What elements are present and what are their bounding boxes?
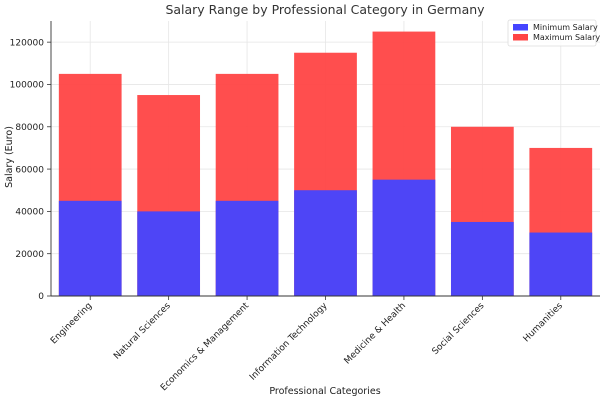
y-tick-label: 100000 [10, 81, 45, 91]
x-tick-label: Social Sciences [431, 301, 487, 357]
y-tick-label: 60000 [15, 165, 44, 175]
x-tick-label: Humanities [522, 301, 566, 345]
bar-minimum-salary [450, 221, 514, 296]
bar-minimum-salary [215, 200, 279, 296]
bar-minimum-salary [58, 200, 122, 296]
legend-label: Maximum Salary [533, 33, 600, 42]
bar-minimum-salary [294, 190, 357, 296]
bar-minimum-salary [137, 211, 201, 296]
legend-swatch [513, 24, 528, 31]
chart-title: Salary Range by Professional Category in… [165, 2, 485, 17]
y-tick-label: 80000 [15, 123, 44, 133]
y-tick-label: 120000 [10, 38, 45, 48]
legend-swatch [513, 34, 528, 41]
legend-label: Minimum Salary [533, 23, 598, 32]
x-tick-label: Medicine & Health [343, 301, 408, 366]
bars [58, 31, 593, 297]
x-tick-label: Information Technology [248, 301, 330, 383]
x-tick-label: Engineering [49, 301, 94, 346]
legend-box [507, 19, 597, 47]
x-tick-label: Natural Sciences [112, 301, 173, 362]
bar-minimum-salary [372, 179, 436, 296]
y-axis-ticks: 0 20000 40000 60000 80000 100000 120000 [10, 38, 51, 302]
x-tick-label: Economics & Management [159, 301, 251, 393]
bar-minimum-salary [529, 232, 593, 296]
y-tick-label: 40000 [15, 208, 44, 218]
x-axis-title: Professional Categories [269, 386, 380, 397]
y-axis-title: Salary (Euro) [4, 126, 15, 188]
y-tick-label: 0 [38, 292, 44, 302]
y-tick-label: 20000 [15, 250, 44, 260]
